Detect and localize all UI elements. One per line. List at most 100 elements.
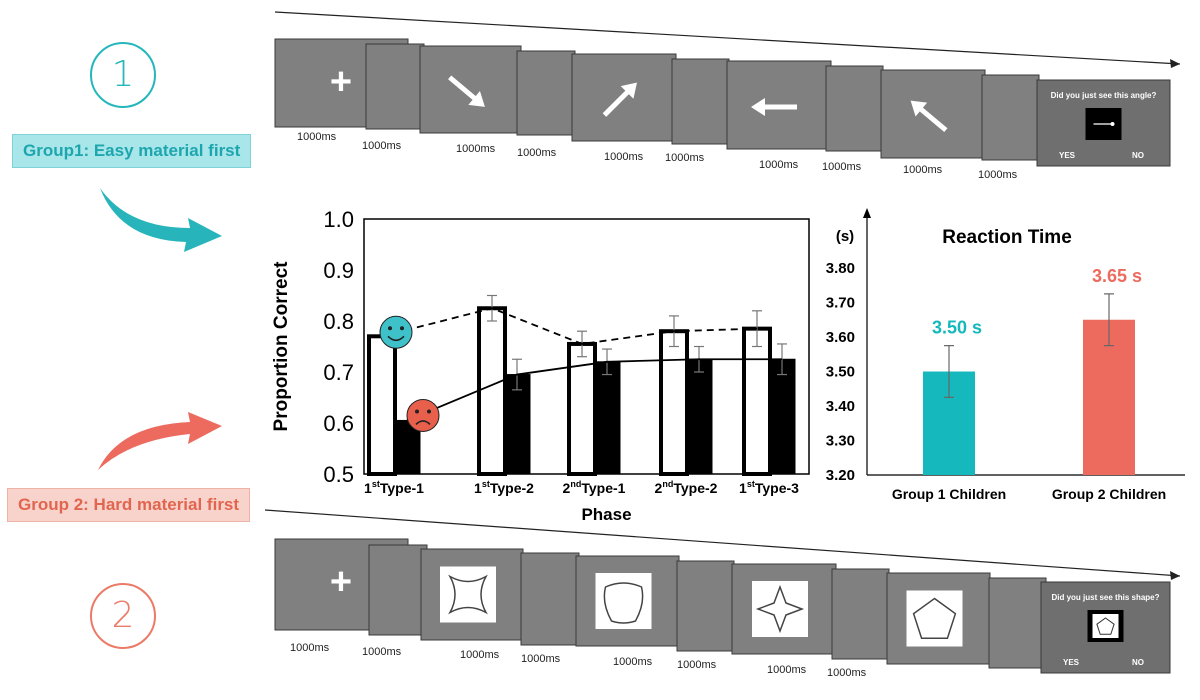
four-point-star-icon: [752, 581, 808, 637]
rt-x-tick-label: Group 1 Children: [892, 486, 1006, 502]
hard-frame: [676, 560, 735, 652]
group-arrows: [98, 188, 222, 470]
x-tick-label: 1stType-2: [474, 479, 534, 496]
rt-y-tick-label: 3.70: [826, 295, 855, 312]
hard-duration-label: 1000ms: [767, 664, 807, 676]
hard-first-bar: [768, 358, 796, 475]
hard-duration-label: 1000ms: [677, 659, 717, 671]
probe-dot-icon: [1110, 122, 1115, 126]
easy-duration-label: 1000ms: [456, 143, 496, 155]
easy-yes-option: YES: [1059, 151, 1076, 160]
group1-number-circle: 1: [90, 42, 156, 108]
rt-x-tick-label: Group 2 Children: [1052, 486, 1166, 502]
hard-duration-label: 1000ms: [362, 646, 402, 658]
pentagon-icon: [906, 590, 963, 647]
rt-y-tick-label: 3.50: [826, 364, 855, 381]
hard-first-bar: [593, 361, 621, 475]
rt-data-label: 3.50 s: [932, 318, 982, 338]
y-axis-label: Proportion Correct: [271, 261, 292, 432]
hard-duration-label: 1000ms: [460, 649, 500, 661]
arrow-down-right-icon: [448, 75, 485, 107]
rt-data-label: 3.65 s: [1092, 266, 1142, 286]
hard-time-arrowhead: [1170, 571, 1180, 580]
arrow-up-left-icon: [910, 100, 948, 133]
easy-duration-label: 1000ms: [903, 164, 943, 176]
hard-frame: [520, 552, 580, 646]
hard-frame: [988, 577, 1047, 669]
hard-question-text: Did you just see this shape?: [1051, 593, 1159, 602]
easy-frame: [671, 58, 730, 145]
rt-y-axis-arrowhead: [863, 208, 871, 218]
group2-label: Group 2: Hard material first: [7, 488, 251, 522]
easy-frame: [981, 74, 1040, 161]
hard-sequence: + Did you just see this shape? YES NO: [264, 509, 1181, 674]
x-tick-label: 1stType-1: [364, 479, 424, 496]
easy-duration-label: 1000ms: [517, 147, 557, 159]
cross-blob-icon: [440, 566, 496, 623]
arrow-left-icon: [751, 98, 797, 116]
rt-unit-label: (s): [836, 228, 854, 245]
easy-frame: [516, 50, 576, 136]
hard-duration-label: 1000ms: [613, 656, 653, 668]
hard-duration-label: 1000ms: [827, 667, 867, 679]
hard-duration-label: 1000ms: [521, 653, 561, 665]
happy-face-icon: [379, 315, 413, 349]
easy-duration-label: 1000ms: [759, 159, 799, 171]
hard-frame: [368, 544, 428, 636]
easy-frame: [825, 65, 884, 152]
easy-duration-label: 1000ms: [665, 152, 705, 164]
rt-error-bar: [944, 345, 954, 398]
rt-error-bar: [1104, 293, 1114, 347]
group1-curved-arrow-icon: [100, 188, 222, 252]
hard-first-bar: [685, 358, 713, 475]
hard-frame: [831, 568, 890, 660]
easy-duration-label: 1000ms: [822, 161, 862, 173]
group2-number-circle: 2: [90, 583, 156, 649]
easy-duration-label: 1000ms: [978, 169, 1018, 181]
rt-y-tick-label: 3.60: [826, 329, 855, 346]
hard-yes-option: YES: [1063, 658, 1080, 667]
easy-sequence: + Did you just see this angle? YES NO: [274, 11, 1181, 167]
easy-fixation-cross: +: [330, 61, 352, 103]
hard-first-trend-line: [406, 358, 782, 422]
x-tick-label: 2ndType-1: [563, 479, 626, 496]
group1-label: Group1: Easy material first: [12, 134, 252, 168]
y-tick-label: 0.8: [323, 309, 354, 334]
easy-no-option: NO: [1132, 151, 1144, 160]
rt-y-tick-label: 3.30: [826, 433, 855, 450]
reaction-time-chart: 3.20 3.30 3.40 3.50 3.60 3.70 3.80 (s) Reaction …: [826, 208, 1185, 502]
hard-duration-label: 1000ms: [290, 642, 330, 654]
y-tick-label: 1.0: [323, 207, 354, 232]
rounded-blob-icon: [595, 573, 652, 629]
hard-fixation-cross: +: [330, 561, 352, 603]
sad-face-icon: [406, 398, 440, 432]
easy-frame: [880, 69, 986, 159]
easy-time-axis: [274, 11, 1181, 65]
probe-pentagon-icon: [1096, 617, 1115, 635]
x-tick-label: 1stType-3: [739, 479, 799, 496]
easy-duration-label: 1000ms: [604, 151, 644, 163]
y-tick-label: 0.5: [323, 462, 354, 487]
y-tick-label: 0.7: [323, 360, 354, 385]
easy-first-bar: [659, 329, 689, 477]
rt-y-tick-label: 3.20: [826, 467, 855, 484]
hard-first-bar: [503, 374, 531, 475]
easy-frame: [419, 45, 522, 134]
arrow-up-right-icon: [602, 82, 637, 117]
easy-duration-label: 1000ms: [362, 140, 402, 152]
y-tick-label: 0.9: [323, 258, 354, 283]
easy-time-arrowhead: [1170, 59, 1180, 68]
group2-curved-arrow-icon: [98, 412, 222, 470]
easy-first-bar: [477, 306, 507, 476]
rt-y-tick-label: 3.40: [826, 398, 855, 415]
easy-first-bar: [742, 326, 772, 476]
y-tick-label: 0.6: [323, 411, 354, 436]
rt-chart-title: Reaction Time: [942, 227, 1072, 248]
easy-duration-label: 1000ms: [297, 131, 337, 143]
easy-frame: [365, 43, 425, 130]
accuracy-chart: 0.5 0.6 0.7 0.8 0.9 1.0 Proportion Correct 1stT…: [271, 207, 810, 524]
rt-y-tick-label: 3.80: [826, 260, 855, 277]
